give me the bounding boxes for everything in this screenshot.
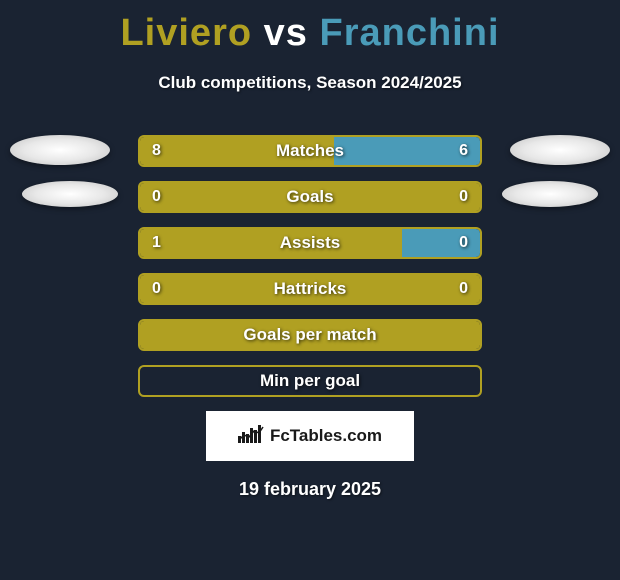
stat-bar-min-per-goal: Min per goal xyxy=(138,365,482,397)
player1-avatar-icon xyxy=(10,135,110,165)
stats-container: 8 Matches 6 0 Goals 0 1 Assists 0 xyxy=(0,135,620,397)
stat-bar-matches: 8 Matches 6 xyxy=(138,135,482,167)
player1-name: Liviero xyxy=(120,12,252,54)
stat-label: Hattricks xyxy=(140,275,480,303)
stat-row-min-per-goal: Min per goal xyxy=(0,365,620,397)
watermark-text: FcTables.com xyxy=(270,426,382,446)
player2-avatar-icon xyxy=(510,135,610,165)
stat-bar-goals-per-match: Goals per match xyxy=(138,319,482,351)
stat-label: Assists xyxy=(140,229,480,257)
footer-date: 19 february 2025 xyxy=(0,479,620,500)
fctables-watermark: FcTables.com xyxy=(206,411,414,461)
player2-value: 0 xyxy=(459,229,468,257)
comparison-title: Liviero vs Franchini xyxy=(0,0,620,55)
stat-row-matches: 8 Matches 6 xyxy=(0,135,620,167)
stat-label: Goals per match xyxy=(140,321,480,349)
player2-value: 6 xyxy=(459,137,468,165)
stat-row-goals: 0 Goals 0 xyxy=(0,181,620,213)
stat-bar-assists: 1 Assists 0 xyxy=(138,227,482,259)
stat-label: Min per goal xyxy=(140,367,480,395)
stat-bar-hattricks: 0 Hattricks 0 xyxy=(138,273,482,305)
stat-row-assists: 1 Assists 0 xyxy=(0,227,620,259)
player2-value: 0 xyxy=(459,183,468,211)
stat-label: Matches xyxy=(140,137,480,165)
stat-bar-goals: 0 Goals 0 xyxy=(138,181,482,213)
stat-row-goals-per-match: Goals per match xyxy=(0,319,620,351)
season-subtitle: Club competitions, Season 2024/2025 xyxy=(0,73,620,93)
stat-label: Goals xyxy=(140,183,480,211)
stat-row-hattricks: 0 Hattricks 0 xyxy=(0,273,620,305)
vs-text: vs xyxy=(264,12,308,54)
player1-avatar-icon xyxy=(22,181,118,207)
player2-avatar-icon xyxy=(502,181,598,207)
player2-value: 0 xyxy=(459,275,468,303)
fctables-logo-icon xyxy=(238,425,264,447)
player2-name: Franchini xyxy=(319,12,499,54)
